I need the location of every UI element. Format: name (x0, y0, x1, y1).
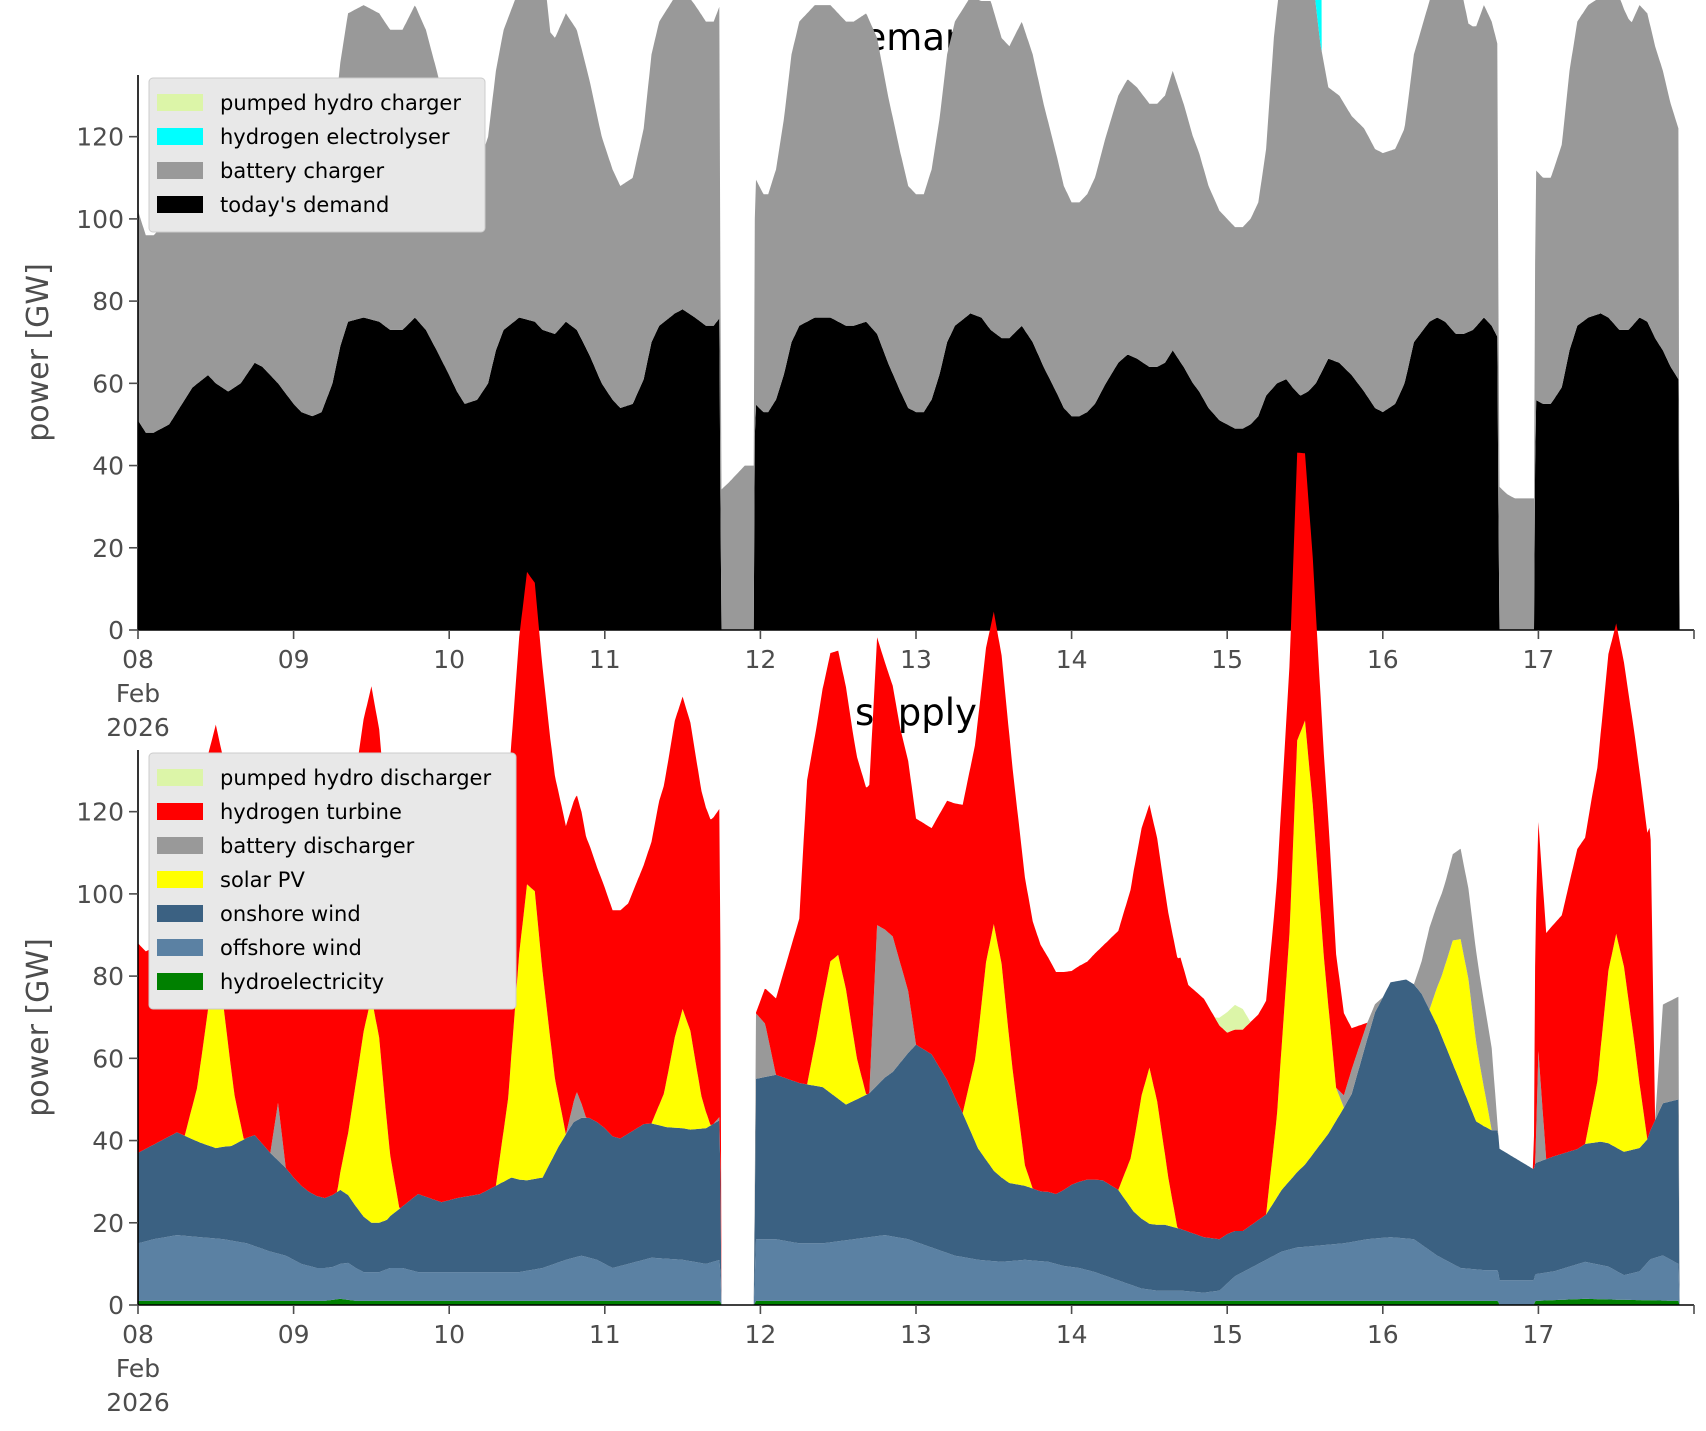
legend: pumped hydro discharger hydrogen turbine b… (148, 752, 517, 1010)
x-tick-label: 17 (1522, 645, 1554, 674)
x-tick-sublabel: Feb (116, 1354, 160, 1383)
legend-swatch (157, 196, 203, 213)
legend-swatch (157, 905, 203, 922)
y-tick-label: 60 (92, 1044, 124, 1073)
legend-label: offshore wind (220, 936, 362, 960)
legend-label: pumped hydro discharger (220, 766, 491, 790)
x-tick-sublabel: Feb (116, 679, 160, 708)
legend-swatch (157, 803, 203, 820)
legend-label: hydroelectricity (220, 970, 384, 994)
legend-swatch (157, 837, 203, 854)
legend-label: onshore wind (220, 902, 361, 926)
x-tick-label: 15 (1211, 1320, 1243, 1349)
y-tick-label: 100 (76, 880, 124, 909)
legend-swatch (157, 94, 203, 111)
legend-label: pumped hydro charger (220, 91, 461, 115)
y-tick-label: 0 (108, 1291, 124, 1320)
x-tick-label: 13 (900, 645, 932, 674)
series-area-battery-charger (138, 0, 1694, 630)
x-tick-label: 08 (122, 645, 154, 674)
x-tick-sublabel: 2026 (106, 1388, 170, 1417)
x-tick-label: 17 (1522, 1320, 1554, 1349)
x-tick-label: 08 (122, 1320, 154, 1349)
legend-label: solar PV (220, 868, 305, 892)
legend-swatch (157, 162, 203, 179)
y-tick-label: 80 (92, 962, 124, 991)
x-tick-label: 10 (433, 645, 465, 674)
legend-swatch (157, 769, 203, 786)
legend-box (148, 752, 517, 1010)
x-tick-label: 10 (433, 1320, 465, 1349)
x-tick-label: 16 (1367, 645, 1399, 674)
y-tick-label: 40 (92, 1127, 124, 1156)
x-tick-label: 16 (1367, 1320, 1399, 1349)
x-tick-label: 11 (589, 1320, 621, 1349)
legend-swatch (157, 973, 203, 990)
y-tick-label: 20 (92, 534, 124, 563)
y-tick-label: 20 (92, 1209, 124, 1238)
x-tick-label: 12 (744, 1320, 776, 1349)
legend-label: today's demand (220, 193, 389, 217)
y-tick-label: 80 (92, 287, 124, 316)
y-axis-label: power [GW] (21, 263, 56, 442)
x-tick-label: 14 (1056, 645, 1088, 674)
x-tick-label: 11 (589, 645, 621, 674)
legend-label: battery discharger (220, 834, 415, 858)
x-tick-sublabel: 2026 (106, 713, 170, 742)
x-tick-label: 14 (1056, 1320, 1088, 1349)
x-tick-label: 12 (744, 645, 776, 674)
x-tick-label: 09 (278, 645, 310, 674)
series-area-hydrogen-turbine (138, 452, 1694, 1306)
legend-swatch (157, 939, 203, 956)
y-tick-label: 120 (76, 123, 124, 152)
y-tick-label: 60 (92, 369, 124, 398)
y-tick-label: 0 (108, 616, 124, 645)
legend-label: battery charger (220, 159, 385, 183)
series-area-solar-pv (138, 720, 1694, 1305)
y-tick-label: 40 (92, 452, 124, 481)
legend: pumped hydro charger hydrogen electrolyse… (148, 77, 486, 233)
legend-swatch (157, 871, 203, 888)
series-area-offshore-wind (138, 1235, 1694, 1305)
legend-box (148, 77, 486, 233)
x-tick-label: 09 (278, 1320, 310, 1349)
series-area-onshore-wind (138, 979, 1694, 1305)
x-tick-label: 15 (1211, 645, 1243, 674)
y-tick-label: 120 (76, 798, 124, 827)
y-tick-label: 100 (76, 205, 124, 234)
legend-label: hydrogen electrolyser (220, 125, 450, 149)
series-area-hydroelectricity (138, 1298, 1694, 1305)
x-tick-label: 13 (900, 1320, 932, 1349)
legend-swatch (157, 128, 203, 145)
legend-label: hydrogen turbine (220, 800, 402, 824)
y-axis-label: power [GW] (21, 938, 56, 1117)
